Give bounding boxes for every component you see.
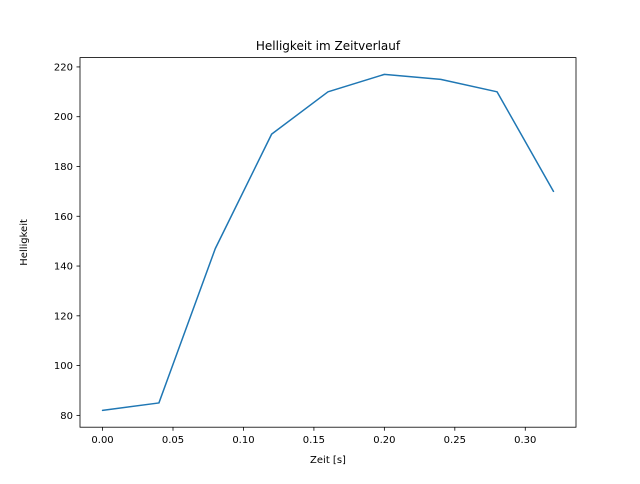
ticks-layer: 0.00 0.05 0.10 0.15 0.20 0.25 0.30 80 100 120 140 1…: [54, 62, 536, 446]
y-tick-label: 120: [54, 311, 73, 322]
axes-spines: [79, 57, 577, 428]
y-tick-label: 180: [54, 162, 73, 173]
x-axis-label: Zeit [s]: [310, 455, 346, 466]
x-tick-label: 0.30: [514, 435, 536, 446]
data-layer: [101, 73, 555, 412]
chart-title: Helligkeit im Zeitverlauf: [256, 39, 401, 53]
y-tick-label: 80: [60, 411, 73, 422]
y-tick-label: 100: [54, 361, 73, 372]
x-tick-label: 0.10: [232, 435, 254, 446]
y-tick-label: 160: [54, 212, 73, 223]
x-tick-label: 0.20: [373, 435, 395, 446]
y-tick-label: 200: [54, 112, 73, 123]
y-axis-label: Helligkeit: [19, 219, 30, 266]
x-tick-label: 0.00: [91, 435, 113, 446]
x-tick-label: 0.05: [162, 435, 184, 446]
brightness-line: [101, 73, 555, 412]
y-tick-label: 220: [54, 62, 73, 73]
x-tick-label: 0.25: [444, 435, 466, 446]
x-tick-label: 0.15: [303, 435, 325, 446]
y-tick-label: 140: [54, 262, 73, 273]
